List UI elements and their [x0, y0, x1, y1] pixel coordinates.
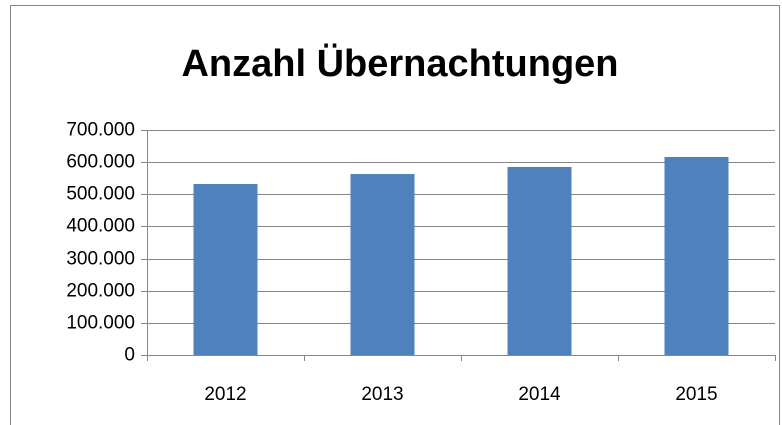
- x-tick-label: 2014: [518, 384, 561, 405]
- x-tick-label: 2015: [675, 384, 717, 405]
- x-tick-label: 2012: [204, 384, 246, 405]
- chart-title: Anzahl Übernachtungen: [181, 42, 618, 85]
- bar: [193, 184, 258, 355]
- bar: [507, 166, 572, 355]
- y-tick-label: 100.000: [66, 313, 135, 334]
- x-tick-label: 2013: [361, 384, 403, 405]
- y-tick-label: 0: [124, 345, 135, 366]
- y-tick-label: 600.000: [66, 152, 135, 173]
- bar: [350, 174, 415, 355]
- y-tick-label: 400.000: [66, 216, 135, 237]
- y-tick-label: 500.000: [66, 184, 135, 205]
- y-tick-label: 300.000: [66, 249, 135, 270]
- bar: [664, 157, 729, 355]
- y-tick-label: 700.000: [66, 120, 135, 141]
- y-tick-label: 200.000: [66, 281, 135, 302]
